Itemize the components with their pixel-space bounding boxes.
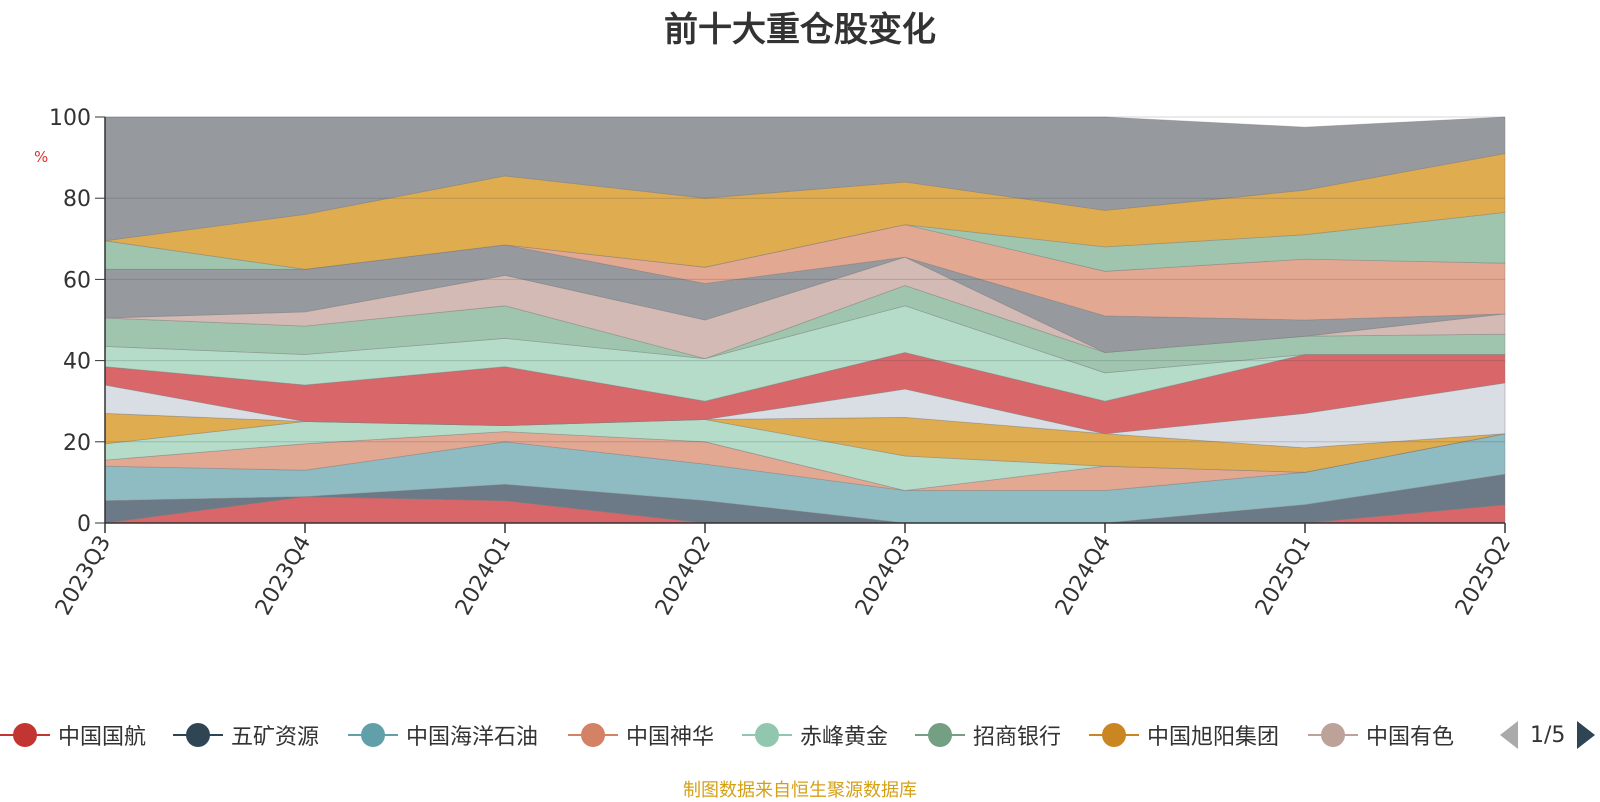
legend-marker-icon	[173, 720, 223, 750]
legend-item[interactable]: 中国国航	[0, 712, 146, 758]
x-tick-label: 2024Q1	[451, 532, 516, 620]
legend-marker-icon	[915, 720, 965, 750]
legend-label: 中国有色	[1366, 725, 1455, 750]
area-band	[104, 153, 1506, 270]
legend-label: 中国海洋石油	[406, 725, 539, 750]
legend-item[interactable]: 中国海洋石油	[348, 712, 538, 758]
chart-title: 前十大重仓股变化	[664, 10, 936, 50]
y-tick-label: 20	[63, 431, 91, 456]
y-tick-label: 60	[63, 268, 91, 293]
data-source-note: 制图数据来自恒生聚源数据库	[683, 780, 917, 801]
area-band	[104, 285, 1506, 374]
legend-marker-icon	[1308, 720, 1358, 750]
chart-legend: 中国国航 五矿资源 中国海洋石油 中国神华 赤峰黄金 招商银行 中国旭阳集团 中国有色	[0, 712, 1490, 758]
legend-item[interactable]: 招商银行	[915, 712, 1061, 758]
y-tick-label: 100	[49, 106, 91, 131]
legend-label: 中国旭阳集团	[1147, 725, 1280, 750]
x-tick-label: 2023Q4	[251, 532, 316, 620]
legend-marker-icon	[1089, 720, 1139, 750]
area-band	[104, 352, 1506, 435]
legend-marker-icon	[348, 720, 398, 750]
x-tick-label: 2024Q2	[651, 532, 716, 620]
x-tick-label: 2025Q1	[1251, 532, 1316, 620]
y-tick-label: 40	[63, 350, 91, 375]
legend-item[interactable]: 赤峰黄金	[742, 712, 888, 758]
legend-label: 赤峰黄金	[800, 725, 889, 750]
legend-item[interactable]: 中国神华	[568, 712, 714, 758]
area-bands	[104, 116, 1506, 524]
legend-label: 五矿资源	[231, 725, 320, 750]
legend-item[interactable]: 中国旭阳集团	[1089, 712, 1279, 758]
x-tick-label: 2023Q3	[51, 532, 116, 620]
legend-prev-page-icon[interactable]	[1500, 721, 1518, 749]
x-tick-label: 2024Q4	[1051, 532, 1116, 620]
legend-marker-icon	[0, 720, 50, 750]
legend-item[interactable]: 中国有色	[1308, 712, 1454, 758]
y-tick-label: 80	[63, 187, 91, 212]
legend-label: 中国神华	[626, 725, 715, 750]
area-band	[104, 244, 1506, 353]
x-tick-label: 2024Q3	[851, 532, 916, 620]
y-tick-label: 0	[77, 512, 91, 537]
legend-item[interactable]: 五矿资源	[173, 712, 319, 758]
legend-pager: 1/5	[1500, 712, 1596, 758]
y-axis-unit-label: %	[34, 148, 49, 166]
stacked-area-chart: 0 20 40 60 80 100 2023Q3 2023Q4 2024Q1 2024Q2 2024…	[49, 106, 1516, 620]
legend-marker-icon	[568, 720, 618, 750]
area-band	[104, 116, 1506, 242]
legend-marker-icon	[742, 720, 792, 750]
legend-label: 中国国航	[58, 725, 147, 750]
legend-label: 招商银行	[973, 725, 1062, 750]
legend-page-indicator: 1/5	[1530, 722, 1566, 748]
x-tick-label: 2025Q2	[1451, 532, 1516, 620]
legend-next-page-icon[interactable]	[1577, 721, 1596, 749]
